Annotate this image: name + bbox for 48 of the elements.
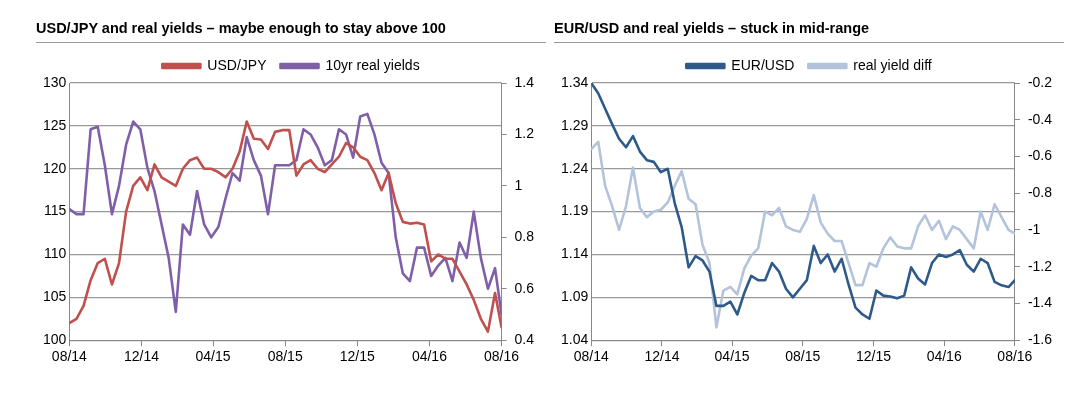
legend-label: EUR/USD — [731, 56, 795, 73]
y-tick-label: 1.04 — [561, 331, 589, 348]
y2-tick-label: -1.6 — [1027, 331, 1053, 348]
legend-label: USD/JPY — [207, 56, 268, 73]
y-tick-label: 120 — [43, 159, 67, 176]
x-tick-label: 08/14 — [573, 348, 609, 365]
y2-tick-label: -0.2 — [1027, 73, 1053, 90]
y-tick-label: 125 — [43, 116, 67, 133]
y2-tick-label: -1.2 — [1027, 257, 1053, 274]
y2-tick-label: 0.8 — [514, 228, 535, 245]
y2-tick-label: -0.8 — [1027, 184, 1053, 201]
chart-title: USD/JPY and real yields – maybe enough to stay above 100 — [36, 20, 546, 43]
x-tick-label: 12/15 — [855, 348, 892, 365]
x-tick-label: 08/15 — [267, 348, 303, 365]
x-tick-label: 08/16 — [997, 348, 1033, 365]
y2-tick-label: 1.2 — [514, 125, 535, 142]
y2-tick-label: -1 — [1027, 220, 1041, 237]
x-tick-label: 08/14 — [51, 348, 88, 365]
legend-label: real yield diff — [853, 56, 932, 73]
x-tick-label: 04/16 — [411, 348, 448, 365]
y2-tick-label: -0.6 — [1027, 147, 1053, 164]
y-tick-label: 1.14 — [561, 245, 589, 262]
x-tick-label: 12/14 — [123, 348, 160, 365]
y2-tick-label: 1.4 — [514, 73, 535, 90]
x-tick-label: 08/15 — [785, 348, 821, 365]
x-tick-label: 08/16 — [484, 348, 520, 365]
y2-tick-label: -1.4 — [1027, 294, 1053, 311]
y-tick-label: 1.34 — [561, 73, 589, 90]
y2-tick-label: 0.6 — [514, 279, 535, 296]
y2-tick-label: 1 — [514, 176, 523, 193]
x-tick-label: 04/15 — [195, 348, 231, 365]
y-tick-label: 1.09 — [561, 288, 589, 305]
legend-label: 10yr real yields — [325, 56, 420, 73]
x-tick-label: 12/15 — [339, 348, 376, 365]
y-tick-label: 105 — [43, 288, 67, 305]
x-tick-label: 12/14 — [644, 348, 680, 365]
y2-tick-label: -0.4 — [1027, 110, 1053, 127]
x-tick-label: 04/16 — [926, 348, 962, 365]
x-tick-label: 04/15 — [714, 348, 750, 365]
chart-title: EUR/USD and real yields – stuck in mid-range — [554, 20, 1064, 43]
y-tick-label: 1.24 — [561, 159, 589, 176]
y-tick-label: 100 — [43, 331, 67, 348]
y-tick-label: 130 — [43, 73, 67, 90]
y-tick-label: 115 — [44, 202, 67, 219]
y-tick-label: 1.19 — [561, 202, 589, 219]
y-tick-label: 110 — [44, 245, 67, 262]
y2-tick-label: 0.4 — [514, 331, 535, 348]
y-tick-label: 1.29 — [561, 116, 589, 133]
